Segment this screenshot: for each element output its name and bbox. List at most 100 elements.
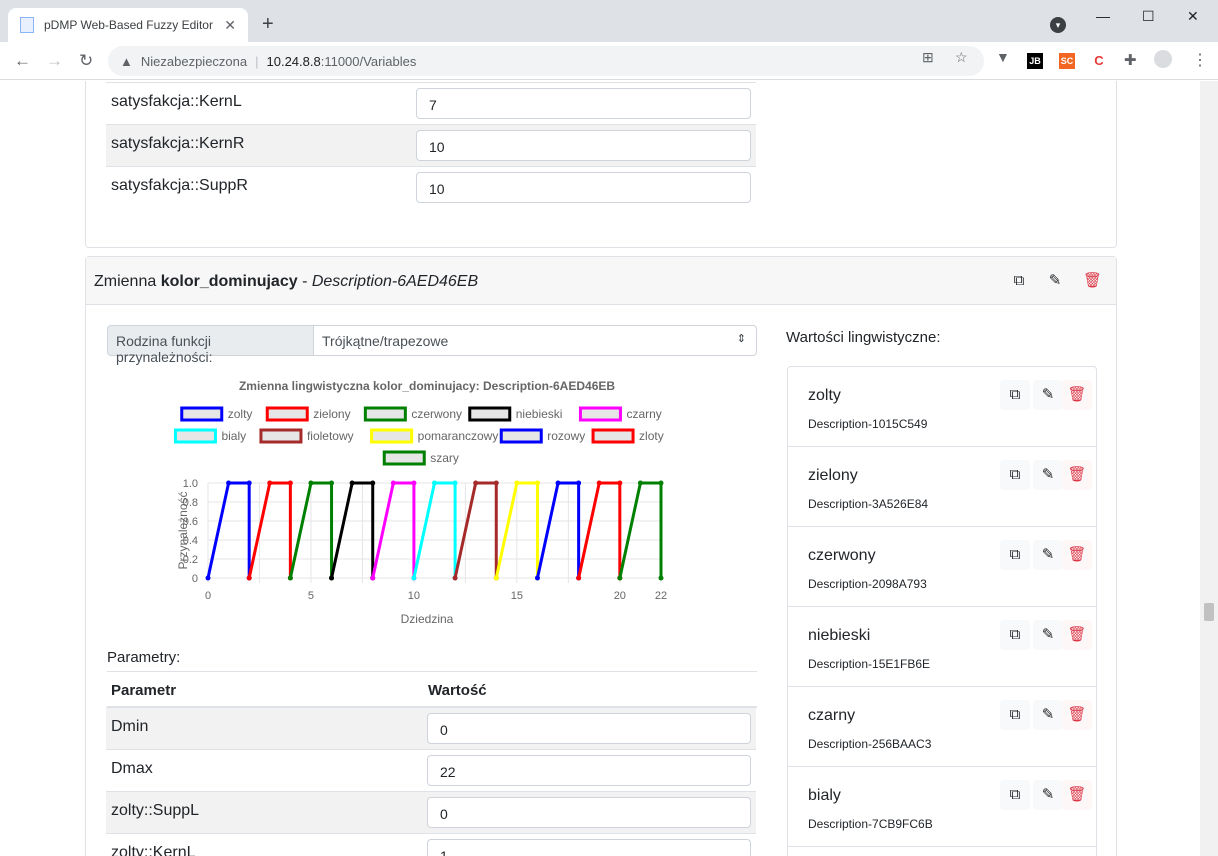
membership-family-select[interactable]: Trójkątne/trapezowe ⇕ <box>314 325 757 356</box>
delete-icon[interactable] <box>1062 380 1092 410</box>
edit-icon[interactable] <box>1033 460 1063 490</box>
data-point <box>205 575 211 581</box>
warning-icon: ▲ <box>120 53 133 69</box>
forward-icon[interactable]: → <box>46 51 63 70</box>
param-input[interactable]: 10 <box>416 130 751 161</box>
table-row: satysfakcja::SuppR 10 <box>106 166 756 208</box>
linguistic-description: Description-3A526E84 <box>808 497 929 511</box>
sc-extension-icon[interactable]: SC <box>1059 53 1075 69</box>
edit-icon[interactable] <box>1046 272 1064 290</box>
menu-icon[interactable]: ⋮ <box>1192 52 1208 69</box>
data-point <box>658 480 664 486</box>
data-point <box>226 480 232 486</box>
x-tick-label: 20 <box>614 590 626 602</box>
data-point <box>329 575 335 581</box>
linguistic-description: Description-2098A793 <box>808 577 927 591</box>
y-axis-label: Przynależność <box>176 491 190 569</box>
maximize-icon[interactable]: ☐ <box>1142 8 1155 24</box>
delete-icon[interactable] <box>1062 460 1092 490</box>
series-line <box>577 481 622 579</box>
page-content: satysfakcja::KernL 7 satysfakcja::KernR … <box>0 81 1200 856</box>
legend-label: zloty <box>639 429 664 443</box>
column-header-param: Parametr <box>111 682 177 699</box>
puzzle-icon[interactable]: ✚ <box>1124 52 1137 69</box>
delete-icon[interactable] <box>1062 700 1092 730</box>
param-input[interactable]: 1 <box>427 839 751 856</box>
y-tick-label: 1.0 <box>183 478 198 490</box>
data-point <box>637 480 643 486</box>
membership-family-label: Rodzina funkcji przynależności: <box>107 325 314 365</box>
legend-label: niebieski <box>516 407 563 421</box>
list-item: bialy Description-7CB9FC6B <box>788 767 1096 847</box>
edit-icon[interactable] <box>1033 620 1063 650</box>
x-tick-label: 0 <box>205 590 211 602</box>
linguistic-name: zolty <box>808 387 841 404</box>
scrollbar-thumb[interactable] <box>1204 603 1214 621</box>
membership-family-group: Rodzina funkcji przynależności: Trójkątn… <box>107 325 757 365</box>
data-point <box>329 480 335 486</box>
title-separator: - <box>297 273 312 290</box>
address-bar[interactable]: ▲ Niezabezpieczona | 10.24.8.8 :11000/Va… <box>108 46 984 76</box>
edit-icon[interactable] <box>1033 380 1063 410</box>
chart-svg: Zmienna lingwistyczna kolor_dominujacy: … <box>173 379 667 626</box>
legend-label: pomaranczowy <box>418 429 499 443</box>
profile-icon[interactable] <box>1154 50 1172 68</box>
copy-icon[interactable] <box>1000 380 1030 410</box>
data-point <box>617 480 623 486</box>
browser-tab[interactable]: pDMP Web-Based Fuzzy Editor ✕ <box>8 8 248 42</box>
back-icon[interactable]: ← <box>14 51 31 70</box>
data-point <box>246 575 252 581</box>
legend-label: bialy <box>221 429 246 443</box>
edit-icon[interactable] <box>1033 780 1063 810</box>
x-tick-label: 22 <box>655 590 667 602</box>
delete-icon[interactable] <box>1062 620 1092 650</box>
close-icon[interactable]: ✕ <box>224 16 236 33</box>
param-input[interactable]: 10 <box>416 172 751 203</box>
param-name: zolty::KernL <box>111 844 196 856</box>
window-close-icon[interactable]: ✕ <box>1187 8 1199 24</box>
reload-icon[interactable]: ↻ <box>79 51 94 70</box>
tab-search-icon[interactable]: ▾ <box>1050 17 1066 33</box>
linguistic-values-list: zolty Description-1015C549 zielony Descript… <box>787 366 1097 856</box>
star-icon[interactable]: ☆ <box>955 49 968 65</box>
title-prefix: Zmienna <box>94 273 157 290</box>
data-point <box>534 480 540 486</box>
x-tick-label: 15 <box>511 590 523 602</box>
edit-icon[interactable] <box>1033 700 1063 730</box>
legend-swatch <box>468 406 512 422</box>
legend-swatch <box>173 428 217 444</box>
copy-icon[interactable] <box>1000 620 1030 650</box>
data-point <box>576 480 582 486</box>
copy-icon[interactable] <box>1000 700 1030 730</box>
param-input[interactable]: 22 <box>427 755 751 786</box>
copy-icon[interactable] <box>1000 780 1030 810</box>
series-line <box>330 481 375 579</box>
minimize-icon[interactable]: — <box>1096 8 1110 24</box>
variable-card-kolor-dominujacy: Zmienna kolor_dominujacy - Description-6… <box>85 256 1117 856</box>
legend-label: czarny <box>626 407 661 421</box>
param-input[interactable]: 0 <box>427 713 751 744</box>
copy-icon[interactable] <box>1000 540 1030 570</box>
data-point <box>287 480 293 486</box>
jetbrains-icon[interactable]: JB <box>1027 53 1043 69</box>
param-input[interactable]: 7 <box>416 88 751 119</box>
page-scrollbar[interactable] <box>1200 81 1218 856</box>
new-tab-button[interactable]: + <box>262 13 274 35</box>
delete-icon[interactable] <box>1083 272 1101 290</box>
copy-icon[interactable] <box>1000 460 1030 490</box>
copy-icon[interactable] <box>1010 272 1028 290</box>
table-row: satysfakcja::KernR 10 <box>106 124 756 166</box>
param-input[interactable]: 0 <box>427 797 751 828</box>
c-extension-icon[interactable]: C <box>1091 53 1107 69</box>
vuejs-icon[interactable]: ▼ <box>996 49 1010 65</box>
legend-label: czerwony <box>411 407 462 421</box>
y-tick-label: 0 <box>192 573 198 585</box>
select-value: Trójkątne/trapezowe <box>322 333 449 349</box>
chart-title: Zmienna lingwistyczna kolor_dominujacy: … <box>239 379 615 393</box>
delete-icon[interactable] <box>1062 540 1092 570</box>
translate-icon[interactable]: ⊞ <box>922 49 934 65</box>
data-point <box>452 575 458 581</box>
edit-icon[interactable] <box>1033 540 1063 570</box>
data-point <box>287 575 293 581</box>
delete-icon[interactable] <box>1062 780 1092 810</box>
